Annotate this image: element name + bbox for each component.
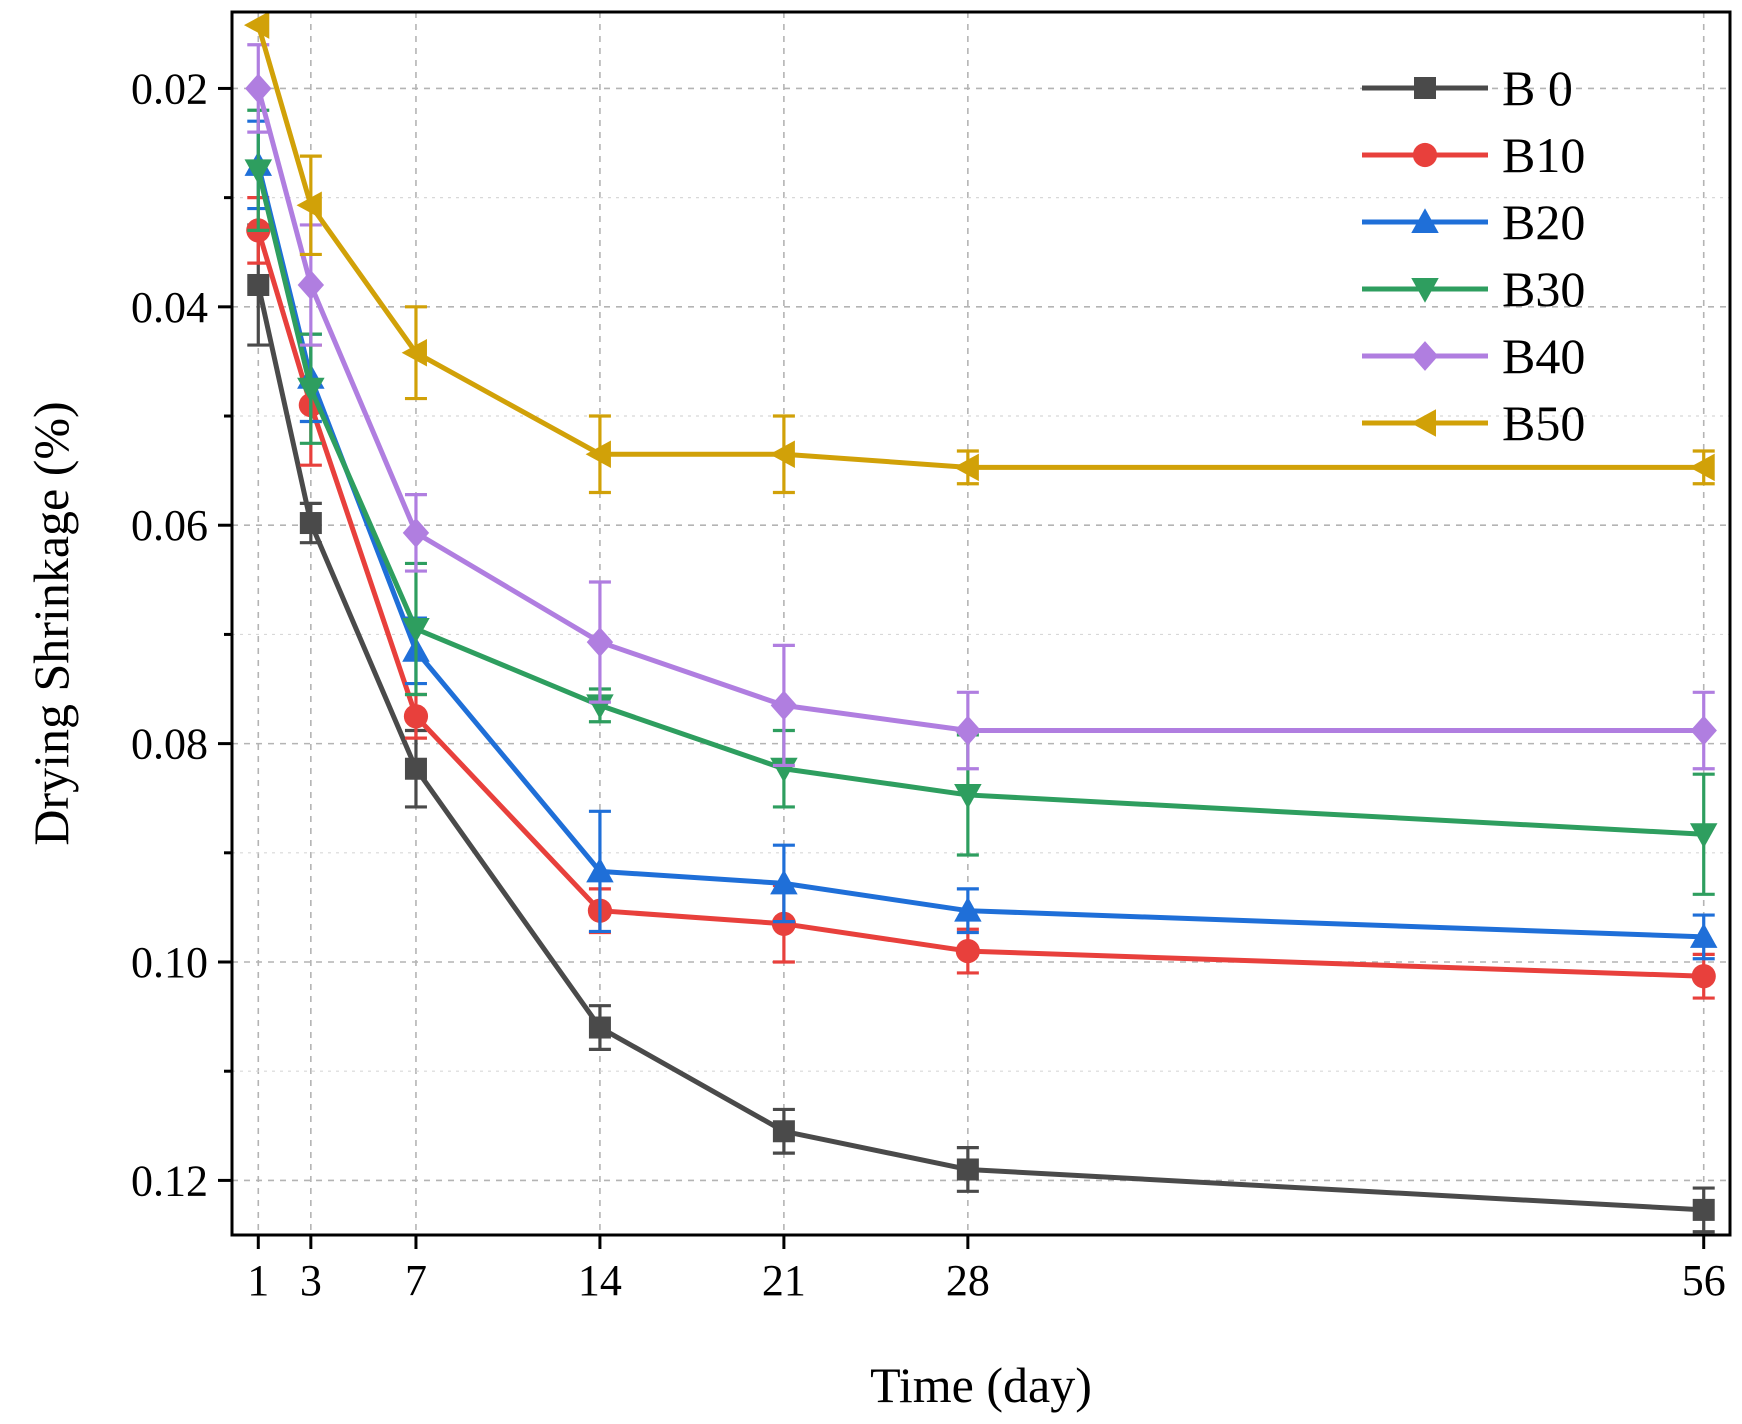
legend-label: B10 — [1502, 127, 1585, 183]
data-point — [588, 1016, 611, 1039]
legend-item-b0: B 0 — [1362, 60, 1573, 116]
legend-item-b20: B20 — [1362, 194, 1585, 250]
data-point — [953, 453, 979, 482]
data-point — [243, 11, 270, 39]
data-point — [954, 783, 982, 809]
legend-marker — [1414, 77, 1436, 99]
legend-marker — [1411, 341, 1439, 371]
data-point — [404, 757, 427, 780]
x-tick-label: 56 — [1682, 1256, 1726, 1305]
data-point — [297, 377, 325, 403]
x-tick-label: 7 — [405, 1256, 427, 1305]
data-point — [401, 338, 427, 367]
data-point — [244, 159, 273, 185]
data-point — [770, 690, 798, 721]
legend-item-b10: B10 — [1362, 127, 1585, 183]
series-b50 — [243, 11, 1715, 495]
data-point — [956, 1158, 979, 1181]
legend-label: B30 — [1502, 261, 1585, 317]
x-tick-label: 1 — [247, 1256, 269, 1305]
y-tick-label: 0.10 — [131, 938, 208, 987]
y-axis-title: Drying Shrinkage (%) — [23, 401, 79, 845]
grid — [232, 12, 1730, 1235]
data-point — [1689, 823, 1718, 848]
legend-item-b40: B40 — [1362, 328, 1585, 384]
data-point — [585, 440, 611, 468]
data-point — [769, 440, 795, 468]
data-point — [954, 715, 982, 746]
series-b10 — [246, 196, 1716, 1000]
series-b40 — [245, 43, 1717, 771]
data-point — [299, 512, 322, 535]
series-line — [255, 229, 1704, 979]
x-tick-label: 21 — [762, 1256, 806, 1305]
series-b20 — [244, 119, 1718, 961]
data-point — [586, 857, 614, 883]
data-point — [1690, 715, 1717, 746]
series-b0 — [247, 223, 1715, 1234]
legend-label: B 0 — [1502, 60, 1573, 116]
legend-marker — [1411, 208, 1439, 233]
series-layer — [243, 11, 1718, 1234]
legend-marker — [1411, 278, 1439, 303]
y-tick-label: 0.04 — [131, 283, 208, 332]
data-point — [586, 627, 614, 657]
series-line — [255, 169, 1704, 837]
x-tick-label: 28 — [946, 1256, 990, 1305]
series-line — [255, 24, 1704, 470]
series-b30 — [244, 108, 1718, 896]
x-tick-label: 14 — [578, 1256, 622, 1305]
x-axis-title: Time (day) — [870, 1357, 1092, 1413]
data-point — [402, 518, 430, 548]
data-point — [402, 617, 430, 643]
legend-marker — [1412, 142, 1438, 168]
axes: 1 3 7 14 21 28 56 0.02 0.04 0.06 0.08 0.10 0.12 — [131, 64, 1726, 1305]
legend-marker — [1410, 409, 1436, 437]
data-point — [954, 896, 982, 922]
y-tick-label: 0.12 — [131, 1156, 208, 1205]
data-point — [1691, 964, 1716, 989]
legend: B 0 B10 B20 B30 B40 B50 — [1362, 60, 1585, 451]
data-point — [1689, 453, 1715, 482]
legend-item-b30: B30 — [1362, 261, 1585, 317]
legend-label: B40 — [1502, 328, 1585, 384]
y-tick-label: 0.06 — [131, 501, 208, 550]
legend-label: B50 — [1502, 395, 1585, 451]
y-tick-label: 0.02 — [131, 64, 208, 113]
data-point — [403, 704, 429, 729]
data-point — [770, 869, 798, 895]
data-point — [771, 911, 796, 936]
data-point — [772, 1120, 795, 1143]
data-point — [1692, 1198, 1715, 1221]
data-point — [245, 73, 272, 104]
x-tick-label: 3 — [300, 1256, 322, 1305]
plot-frame — [230, 10, 1732, 1237]
data-point — [297, 270, 325, 300]
data-point — [1689, 923, 1718, 948]
legend-label: B20 — [1502, 194, 1585, 250]
y-tick-label: 0.08 — [131, 720, 208, 769]
data-point — [296, 191, 322, 220]
data-point — [247, 273, 270, 296]
data-point — [955, 938, 980, 964]
legend-item-b50: B50 — [1362, 395, 1585, 451]
series-line — [255, 87, 1704, 734]
